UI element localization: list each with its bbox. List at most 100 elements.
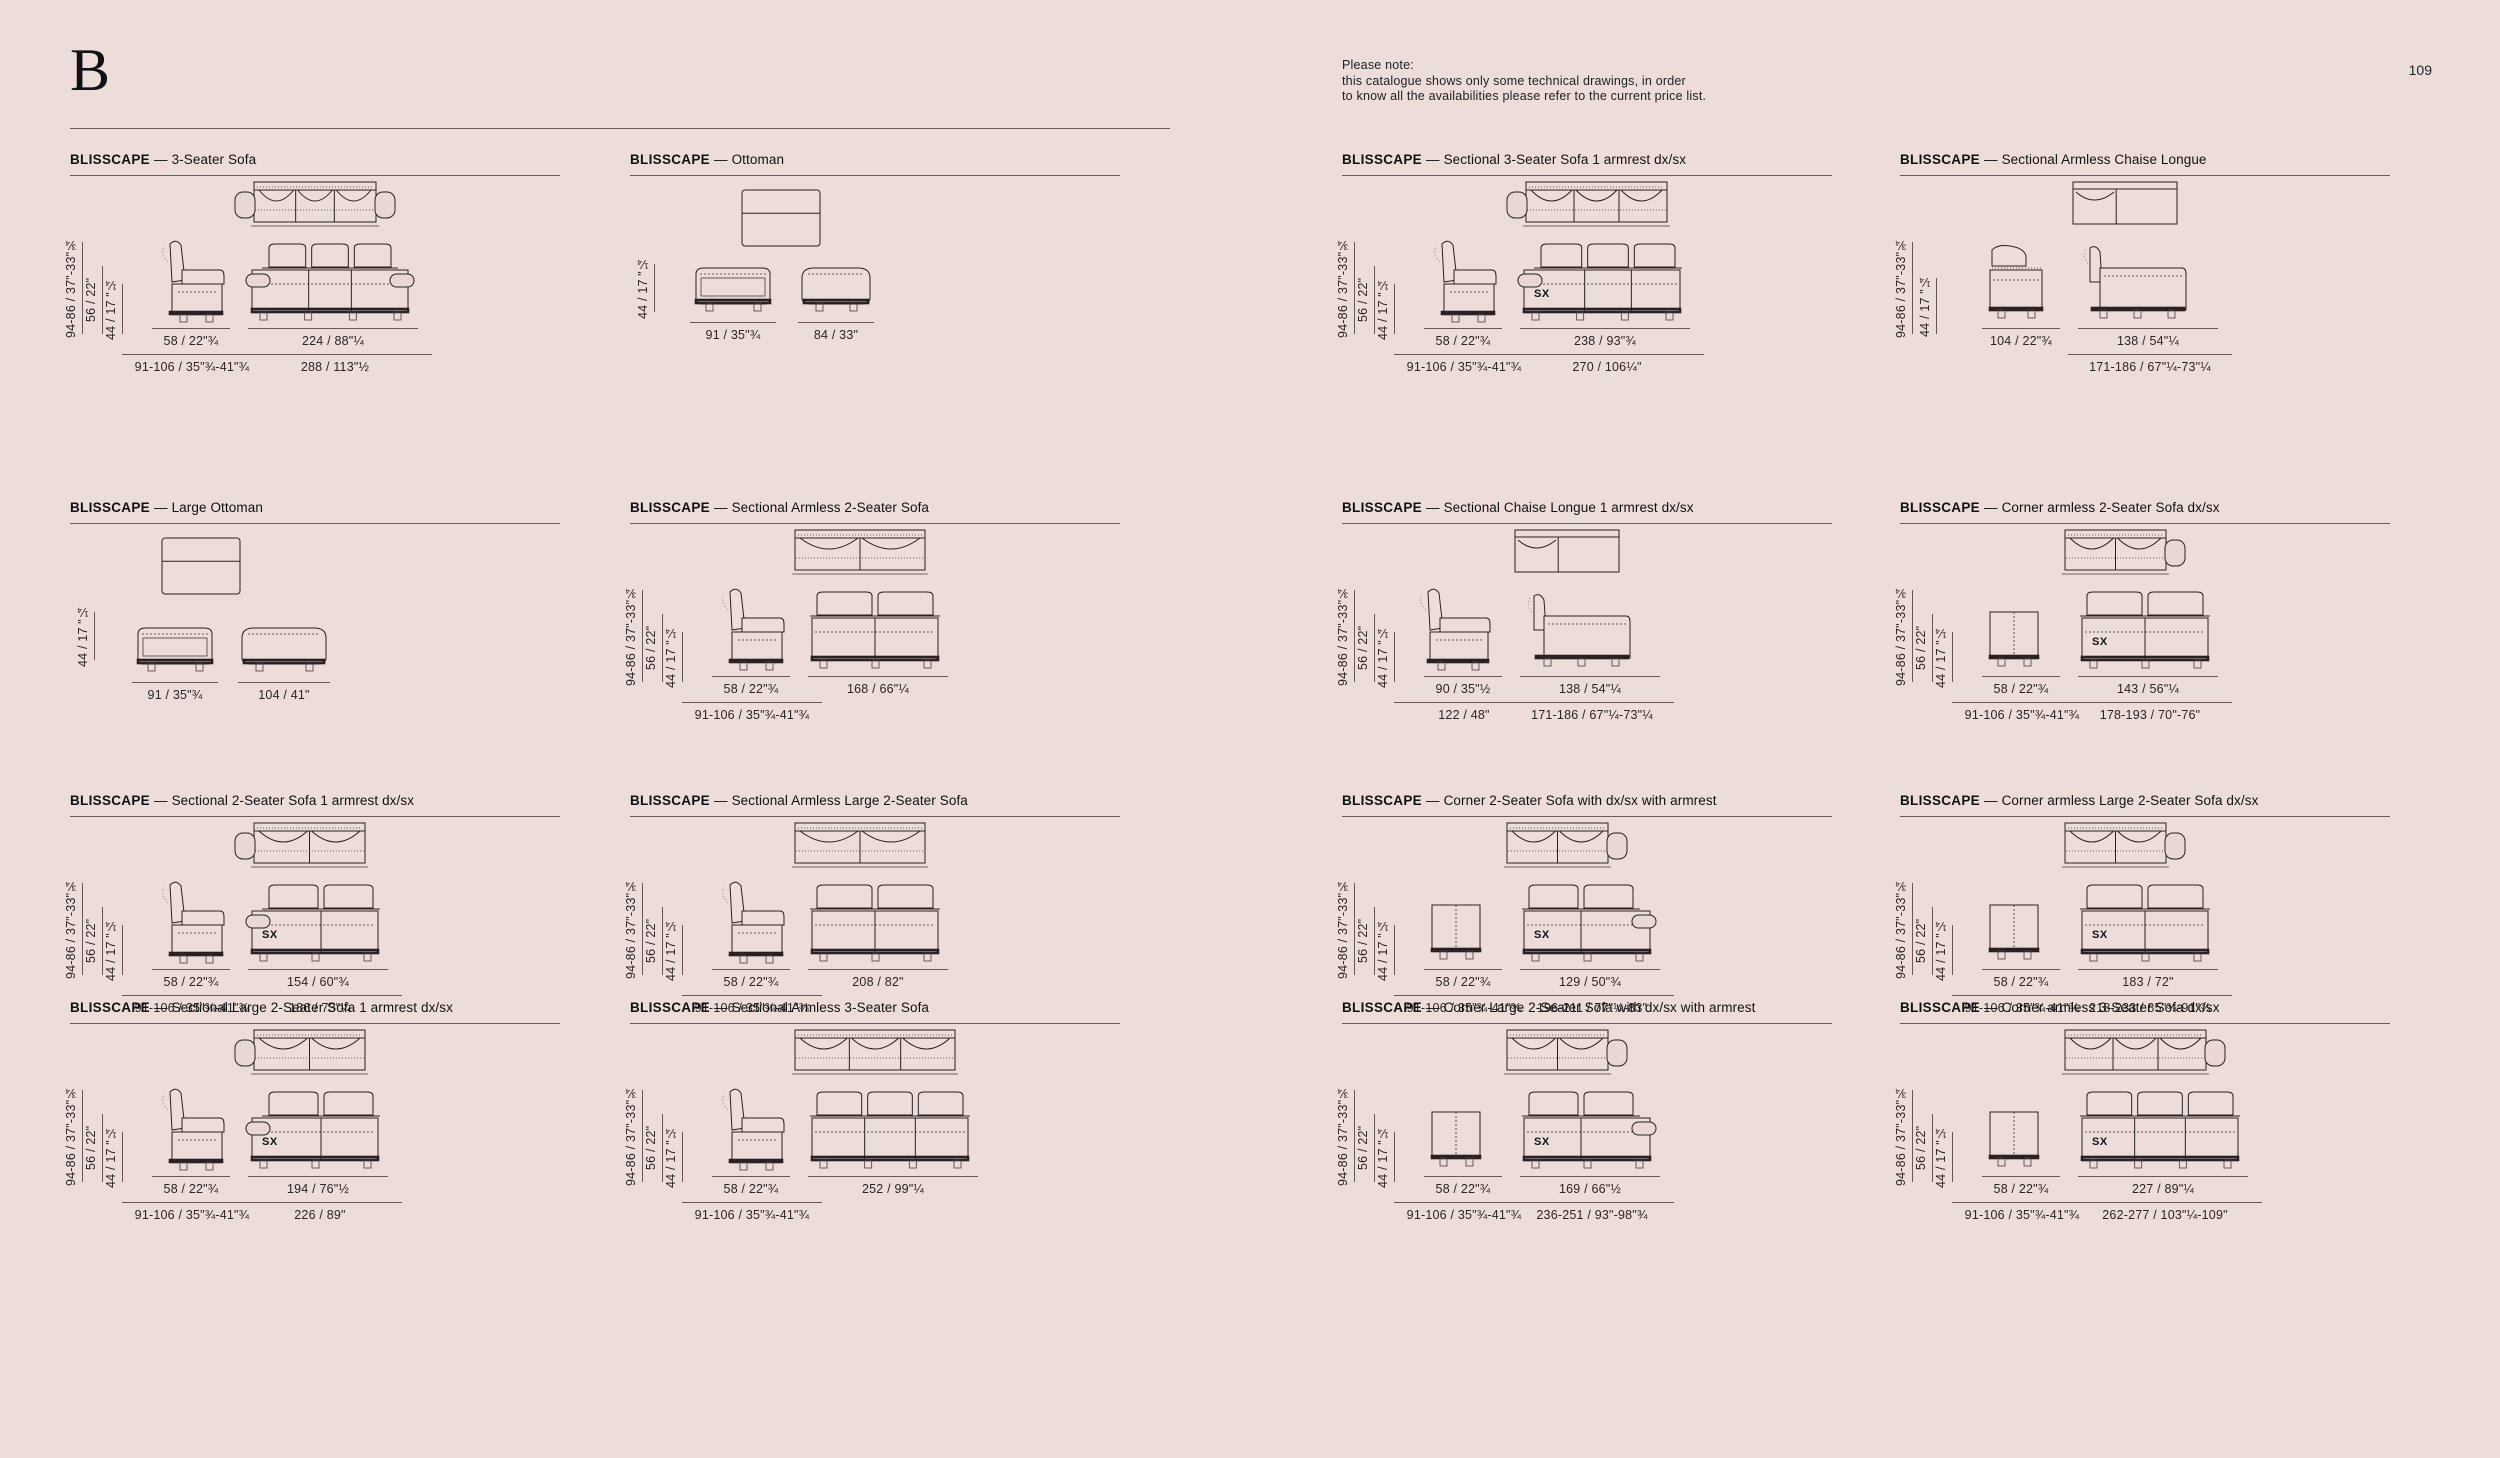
technical-drawing: 94-86 / 37"-33"¾ 56 / 22" 44 / 17 "¼ 90 / 3… (1336, 524, 1832, 774)
panel-divider (1342, 816, 1832, 817)
side-view (1986, 1094, 2042, 1170)
panel-title: BLISSCAPE — Sectional Armless Chaise Longu… (1900, 152, 2390, 167)
dim-front-total: 236-251 / 93"-98"¾ (1536, 1208, 1648, 1222)
dim-front-total: 218-233 / 85"¾-91"¾ (2089, 1001, 2211, 1015)
panel-divider (70, 816, 560, 817)
dim-height-seat: 44 / 17 "¼ (1934, 1125, 1948, 1189)
dim-side-width-rule (1982, 328, 2060, 329)
dim-height-back-rule (1932, 614, 1933, 682)
dim-height-seat-rule (1394, 632, 1395, 682)
technical-drawing: 94-86 / 37"-33"¾ 56 / 22" 44 / 17 "¼ 58 / 2… (64, 176, 560, 426)
ottoman-front-view (690, 264, 776, 316)
dim-height-total: 94-86 / 37"-33"¾ (1336, 237, 1350, 339)
side-view (1986, 242, 2046, 322)
panel-title: BLISSCAPE — Sectional Armless 3-Seater Sof… (630, 1000, 1120, 1015)
panel-title: BLISSCAPE — Corner 2-Seater Sofa with dx/s… (1342, 793, 1832, 808)
panel-brand: BLISSCAPE (1900, 152, 1980, 167)
panel-sectional-armless-large-2-seater-sofa: BLISSCAPE — Sectional Armless Large 2-Seat… (624, 793, 1120, 1067)
dim-height-seat: 44 / 17 "¼ (1376, 625, 1390, 689)
dim-front-total-rule (2068, 702, 2232, 703)
dim-front-total: 288 / 113"½ (300, 360, 370, 374)
dim-height-back: 56 / 22" (84, 277, 98, 323)
sx-marker: SX (2092, 636, 2108, 648)
sx-marker: SX (1534, 288, 1550, 300)
dim-height-back-rule (1932, 1114, 1933, 1182)
dim-height-seat: 44 / 17 "¼ (1376, 1125, 1390, 1189)
dim-front-total-rule (238, 1202, 402, 1203)
dim-front-width-rule (808, 969, 948, 970)
technical-drawing: 94-86 / 37"-33"¾ 44 / 17 "¼ 104 / 22"¾ 138 … (1894, 176, 2390, 426)
dim-front-width: 143 / 56"¼ (2116, 682, 2180, 696)
dim-front-total-rule (2068, 995, 2232, 996)
panel-brand: BLISSCAPE (70, 793, 150, 808)
plan-view (234, 178, 396, 230)
side-view (1428, 1094, 1484, 1170)
panel-title: BLISSCAPE — Corner armless Large 2-Seater … (1900, 793, 2390, 808)
panel-title: BLISSCAPE — Sectional Large 2-Seater Sofa … (70, 1000, 560, 1015)
dim-height-total-rule (642, 1090, 643, 1182)
title-dash: — (1425, 1000, 1440, 1015)
dim-height-seat-rule (1952, 632, 1953, 682)
sx-marker: SX (2092, 929, 2108, 941)
dim-side-depth-rule (122, 354, 262, 355)
dim-front-width-rule (808, 1176, 978, 1177)
dim-height-seat: 44 / 17 "¼ (664, 1125, 678, 1189)
dim-front-width: 224 / 88"¼ (301, 334, 365, 348)
side-view (1428, 887, 1484, 963)
panel-sectional-large-2-seater-sofa-1-armrest: BLISSCAPE — Sectional Large 2-Seater Sofa … (64, 1000, 560, 1274)
panel-title-text: Corner armless Large 2-Seater Sofa dx/sx (2001, 793, 2259, 808)
panel-brand: BLISSCAPE (630, 152, 710, 167)
dim-side-depth-rule (1394, 995, 1534, 996)
ottoman-side-view (798, 264, 874, 316)
note-line-1: this catalogue shows only some technical… (1342, 73, 1686, 88)
dim-ottoman-width-2: 84 / 33" (813, 328, 859, 342)
dim-side-width-rule (1982, 1176, 2060, 1177)
dim-height-seat: 44 / 17 "¼ (104, 277, 118, 341)
dim-front-total-rule (2068, 1202, 2262, 1203)
dim-height-total: 94-86 / 37"-33"¾ (1894, 1085, 1908, 1187)
dim-front-total: 196-211 / 77"¼-83" (1536, 1001, 1648, 1015)
dim-side-depth: 91-106 / 35"¾-41"¾ (694, 1001, 810, 1015)
header-divider (70, 128, 1170, 129)
panel-ottoman: BLISSCAPE — Ottoman 44 / 17 "¼ 91 / 35"¾ 84 /… (630, 152, 1120, 426)
dim-height-back: 56 / 22" (1914, 918, 1928, 964)
panel-brand: BLISSCAPE (70, 500, 150, 515)
panel-brand: BLISSCAPE (630, 1000, 710, 1015)
sx-marker: SX (1534, 929, 1550, 941)
dim-side-depth: 91-106 / 35"¾-41"¾ (1964, 1208, 2080, 1222)
dim-side-width: 58 / 22"¾ (163, 975, 219, 989)
front-view (1524, 590, 1632, 670)
side-view (1428, 236, 1498, 326)
panel-corner-large-2-seater-sofa-with-armrest: BLISSCAPE — Corner Large 2-Seater Sofa wit… (1336, 1000, 1832, 1274)
dim-height-seat-rule (682, 925, 683, 975)
dim-ottoman-width-2: 104 / 41" (258, 688, 310, 702)
dim-height-total: 94-86 / 37"-33"¾ (64, 878, 78, 980)
dim-front-total-rule (2068, 354, 2232, 355)
panel-brand: BLISSCAPE (1342, 152, 1422, 167)
side-view (716, 584, 786, 674)
dim-height-seat-rule (654, 264, 655, 312)
dim-height-back-rule (1374, 614, 1375, 682)
dim-ottoman-width-rule (132, 682, 218, 683)
dim-side-depth-rule (1952, 1202, 2092, 1203)
panel-brand: BLISSCAPE (1342, 793, 1422, 808)
ottoman-plan-view (160, 536, 242, 596)
technical-drawing: 94-86 / 37"-33"¾ 56 / 22" 44 / 17 "¼ SX 58 /… (1336, 176, 1832, 426)
dim-ottoman-width: 91 / 35"¾ (147, 688, 203, 702)
dim-front-width-rule (1520, 676, 1660, 677)
dim-height-total: 94-86 / 37"-33"¾ (624, 1085, 638, 1187)
panel-title-text: Ottoman (731, 152, 785, 167)
dim-side-width-rule (152, 328, 230, 329)
panel-title: BLISSCAPE — Large Ottoman (70, 500, 560, 515)
dim-side-width: 58 / 22"¾ (723, 1182, 779, 1196)
dim-height-seat: 44 / 17 "¼ (1918, 274, 1932, 338)
panel-title-text: Sectional Large 2-Seater Sofa 1 armrest … (171, 1000, 453, 1015)
panel-title-text: Sectional Chaise Longue 1 armrest dx/sx (1443, 500, 1694, 515)
dim-height-seat: 44 / 17 "¼ (104, 918, 118, 982)
technical-drawing: 94-86 / 37"-33"¾ 56 / 22" 44 / 17 "¼ 58 / 2… (624, 524, 1120, 774)
panel-title: BLISSCAPE — Corner armless 3-Seater Sofa d… (1900, 1000, 2390, 1015)
front-view (810, 883, 940, 965)
panel-title-text: Sectional Armless 2-Seater Sofa (731, 500, 930, 515)
dim-side-width: 58 / 22"¾ (1993, 682, 2049, 696)
dim-side-width-rule (1982, 969, 2060, 970)
